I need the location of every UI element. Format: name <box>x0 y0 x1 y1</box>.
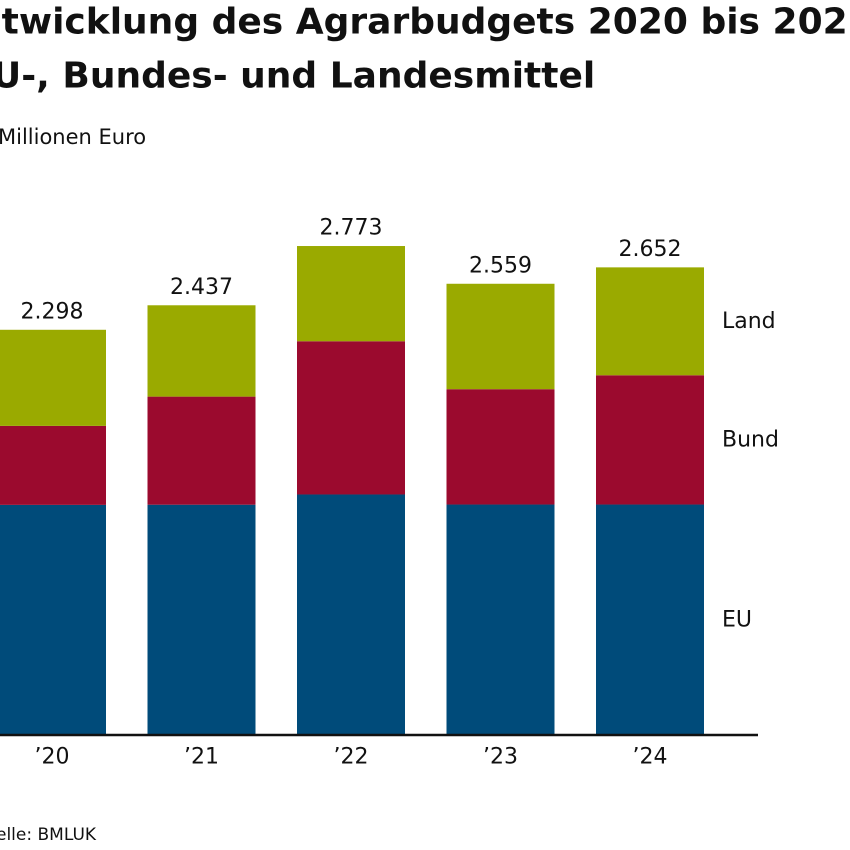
bar-segment <box>297 494 405 735</box>
bar-segment <box>147 305 256 397</box>
legend-label: Land <box>722 309 776 334</box>
bar-segment <box>297 246 405 342</box>
bar-segment <box>596 267 704 376</box>
x-tick-label: ’23 <box>483 745 518 770</box>
bar-segment <box>596 375 704 505</box>
total-label: 2.559 <box>469 253 532 278</box>
bar-segment <box>446 389 555 505</box>
x-tick-label: ’21 <box>184 745 219 770</box>
bar-segment <box>446 283 555 390</box>
total-label: 2.773 <box>320 216 383 241</box>
total-label: 2.298 <box>21 299 84 324</box>
chart-title: ntwicklung des Agrarbudgets 2020 bis 202 <box>0 2 848 43</box>
bar-segment <box>147 396 256 505</box>
bar-segment <box>0 329 106 426</box>
bar-segment <box>147 504 256 735</box>
x-tick-label: ’20 <box>35 745 70 770</box>
legend-label: Bund <box>722 427 779 452</box>
bar-segment <box>0 425 106 505</box>
total-label: 2.652 <box>619 237 682 262</box>
x-tick-label: ’24 <box>633 745 668 770</box>
unit-label: Millionen Euro <box>0 125 146 149</box>
total-label: 2.437 <box>170 275 233 300</box>
bar-segment <box>596 504 704 735</box>
x-tick-label: ’22 <box>334 745 369 770</box>
bar-segment <box>297 341 405 495</box>
source: elle: BMLUK <box>0 825 97 845</box>
legend-label: EU <box>722 607 752 632</box>
bar-segment <box>446 504 555 735</box>
chart-subtitle: U-, Bundes- und Landesmittel <box>0 56 595 97</box>
bar-segment <box>0 504 106 735</box>
